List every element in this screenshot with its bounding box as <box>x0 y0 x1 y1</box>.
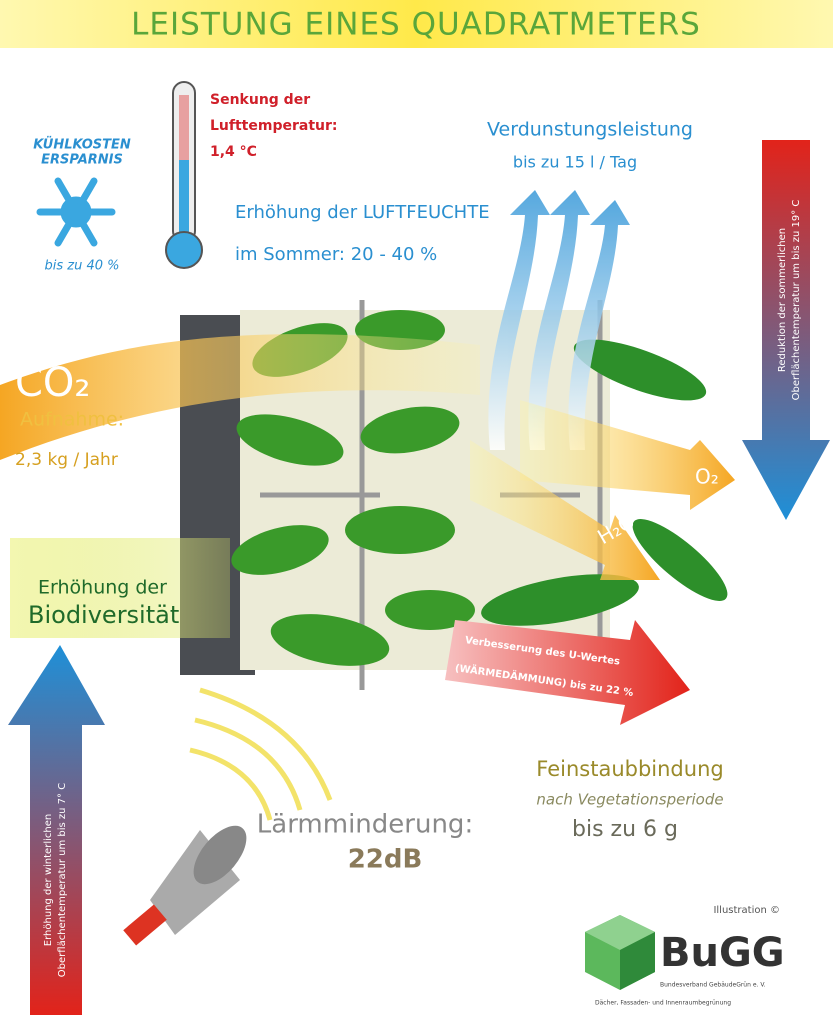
summer-label: Reduktion der sommerlichen <box>777 228 788 372</box>
winter-label: Erhöhung der winterlichen <box>43 814 54 946</box>
evaporation-label: Verdunstungsleistung <box>487 119 693 141</box>
co2-label: Aufnahme: <box>20 409 124 431</box>
megaphone-icon <box>123 817 256 946</box>
dust-label: Feinstaubbindung <box>536 757 723 781</box>
noise-label: Lärmminderung: <box>257 810 473 840</box>
cooling-value: bis zu 40 % <box>45 259 120 274</box>
dust-value: bis zu 6 g <box>572 817 678 842</box>
evaporation-value: bis zu 15 l / Tag <box>513 153 637 172</box>
cooling: KÜHLKOSTEN ERSPARNIS bis zu 40 % <box>33 137 131 274</box>
thermometer-icon <box>166 82 202 268</box>
org-name: Bundesverband GebäudeGrün e. V. <box>660 982 766 989</box>
dust-label: nach Vegetationsperiode <box>536 791 723 809</box>
u-value-arrow: Verbesserung des U-Wertes (WÄRMEDÄMMUNG)… <box>445 620 690 725</box>
winter-arrow: Erhöhung der winterlichen Oberflächentem… <box>8 645 105 1015</box>
title: LEISTUNG EINES QUADRATMETERS <box>131 7 701 43</box>
summer-arrow: Reduktion der sommerlichen Oberflächente… <box>742 140 830 520</box>
cooling-label: ERSPARNIS <box>41 153 123 168</box>
temperature-label: Senkung der <box>210 92 310 108</box>
biodiversity-label: Biodiversität <box>28 601 179 629</box>
noise-value: 22dB <box>348 845 423 875</box>
biodiversity-label: Erhöhung der <box>38 577 167 599</box>
snowflake-icon <box>40 181 112 243</box>
illustration-credit: Illustration © <box>713 905 780 916</box>
co2-label: CO₂ <box>15 360 90 406</box>
tagline: Dächer, Fassaden- und Innenraumbegrünung <box>595 1000 731 1007</box>
sound-waves <box>190 690 330 820</box>
oxygen-label: O₂ <box>695 465 719 489</box>
body: LEISTUNG EINES QUADRATMETERS KÜHLKOSTEN … <box>0 0 833 1023</box>
infographic: LEISTUNG EINES QUADRATMETERS KÜHLKOSTEN … <box>0 0 833 1023</box>
page: Leistung eines Quadratmeters {"title": "… <box>0 0 833 1023</box>
cooling-label: KÜHLKOSTEN <box>33 137 131 153</box>
humidity-value: im Sommer: 20 - 40 % <box>235 244 437 265</box>
logo: BuGG <box>660 930 785 976</box>
co2-value: 2,3 kg / Jahr <box>15 450 118 470</box>
humidity-label: Erhöhung der LUFTFEUCHTE <box>235 202 490 223</box>
temperature-label: Lufttemperatur: <box>210 118 337 134</box>
winter-label: Oberflächentemperatur um bis zu 7° C <box>57 783 68 977</box>
bugg-cube <box>585 915 655 990</box>
summer-label: Oberflächentemperatur um bis zu 19° C <box>791 200 802 401</box>
temperature-value: 1,4 °C <box>210 144 257 160</box>
